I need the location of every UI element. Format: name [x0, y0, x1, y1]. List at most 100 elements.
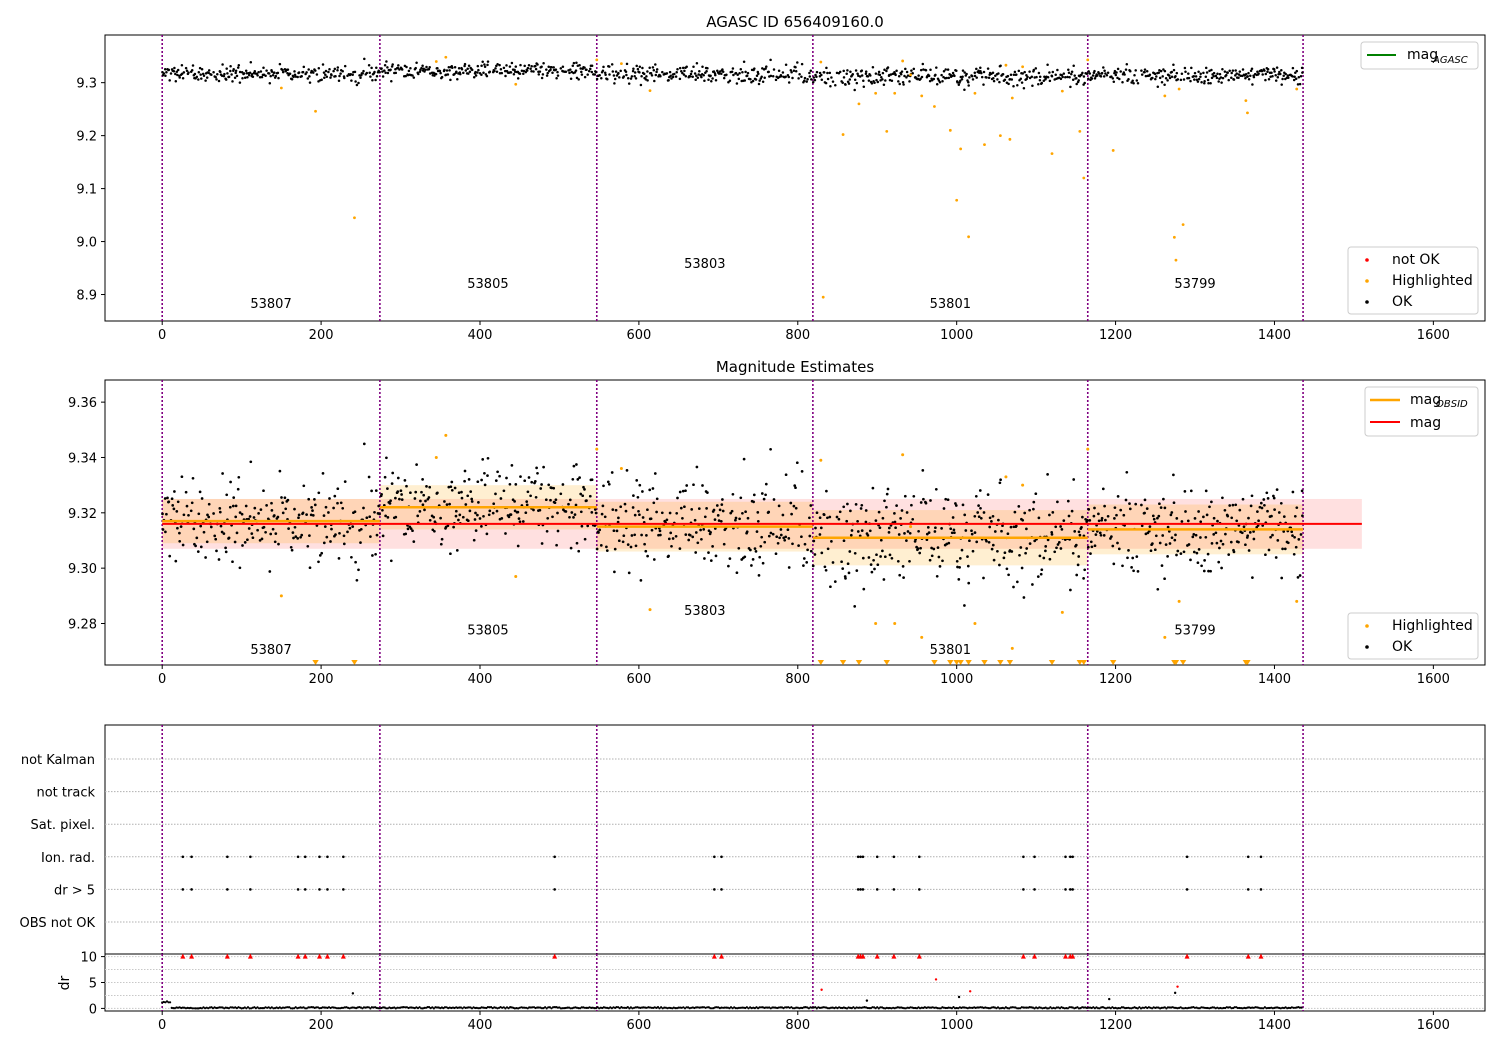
ok-point [229, 480, 232, 484]
ok-point [247, 527, 251, 530]
ok-point [483, 63, 486, 66]
ok-point [1264, 78, 1267, 82]
ok-point [476, 64, 480, 68]
ok-point [716, 69, 719, 72]
ok-point [681, 516, 684, 520]
ok-point [735, 82, 739, 85]
ok-point [685, 65, 688, 69]
ok-point [495, 509, 499, 513]
out-of-range-marker [947, 660, 954, 665]
ok-point [1135, 79, 1139, 82]
ok-point [390, 482, 394, 485]
ok-point [576, 478, 580, 481]
ok-point [973, 71, 977, 75]
ok-point [942, 70, 946, 73]
dr-point [656, 1006, 660, 1009]
ok-point [1057, 541, 1061, 544]
ok-point [308, 534, 311, 537]
dr-point [470, 1007, 474, 1010]
ok-point [869, 74, 872, 77]
dr-point [760, 1006, 763, 1009]
dr-point [577, 1007, 580, 1010]
ok-point [1077, 555, 1081, 558]
ok-point [957, 578, 961, 581]
ok-point [862, 79, 865, 82]
ok-point [903, 532, 906, 535]
top-y-ticks: 8.99.09.19.29.3 [76, 77, 105, 304]
ok-point [1175, 71, 1179, 75]
dr-point [531, 1006, 534, 1009]
ok-point [516, 544, 520, 548]
ok-point [518, 72, 522, 76]
highlighted-point [1010, 646, 1014, 650]
ok-point [447, 485, 451, 489]
dr-point [544, 1006, 547, 1009]
dr-point [382, 1006, 385, 1009]
ok-point [900, 70, 904, 73]
ok-point [405, 65, 408, 69]
ok-point [1085, 518, 1089, 522]
dr-point [621, 1006, 625, 1009]
dr-point [318, 1007, 321, 1010]
dr-point [938, 1007, 941, 1010]
ok-point [1203, 79, 1206, 83]
ok-point [838, 70, 842, 74]
dr-clipped-marker [340, 953, 346, 959]
dr-gt-5-point [1022, 888, 1025, 891]
ok-point [398, 497, 401, 501]
y-tick-label: 9.32 [68, 507, 97, 522]
ok-point [614, 508, 618, 512]
ok-point [961, 69, 965, 72]
ok-point [665, 72, 669, 75]
ok-point [633, 71, 637, 74]
ok-point [171, 504, 175, 507]
ok-point [1192, 74, 1196, 78]
ok-point [359, 541, 362, 544]
ok-point [1276, 76, 1280, 79]
ok-point [480, 478, 483, 482]
ok-point [669, 74, 672, 78]
ok-point [882, 83, 886, 87]
dr-point [818, 1006, 822, 1010]
ok-point [1102, 75, 1106, 78]
ok-point [753, 67, 756, 70]
ok-point [769, 74, 773, 78]
dr-point [715, 1006, 718, 1009]
ok-point [673, 72, 676, 76]
ok-point [361, 72, 364, 75]
ok-point [433, 529, 436, 533]
ok-point [1194, 533, 1198, 537]
dr-point [679, 1006, 682, 1009]
ok-point [253, 69, 257, 73]
ok-point [1006, 532, 1010, 536]
dr-point [175, 1006, 178, 1009]
ok-point [292, 75, 295, 79]
ok-point [204, 79, 207, 82]
ok-point [1132, 569, 1135, 573]
dr-clipped-marker [1245, 953, 1251, 959]
ok-point [1122, 71, 1126, 74]
ok-point [1282, 530, 1286, 533]
dr-point [868, 1007, 871, 1010]
ok-point [404, 74, 407, 78]
ok-point [1293, 514, 1297, 518]
dr-point [272, 1007, 275, 1010]
ok-point [611, 70, 615, 73]
ok-point [850, 529, 854, 532]
ok-point [1066, 499, 1070, 503]
ok-point [623, 502, 627, 506]
ok-point [805, 80, 808, 83]
ok-point [450, 488, 454, 492]
ok-point [415, 463, 418, 466]
ok-point [650, 528, 654, 532]
ok-point [522, 72, 525, 75]
ok-point [176, 500, 180, 504]
dr-point [432, 1007, 435, 1010]
flag-label-4: dr > 5 [54, 883, 95, 898]
ok-point [583, 66, 586, 69]
ok-point [977, 504, 980, 507]
ok-point [271, 73, 275, 77]
ok-point [1291, 490, 1295, 494]
ok-point [803, 76, 807, 80]
ok-point [466, 494, 470, 498]
